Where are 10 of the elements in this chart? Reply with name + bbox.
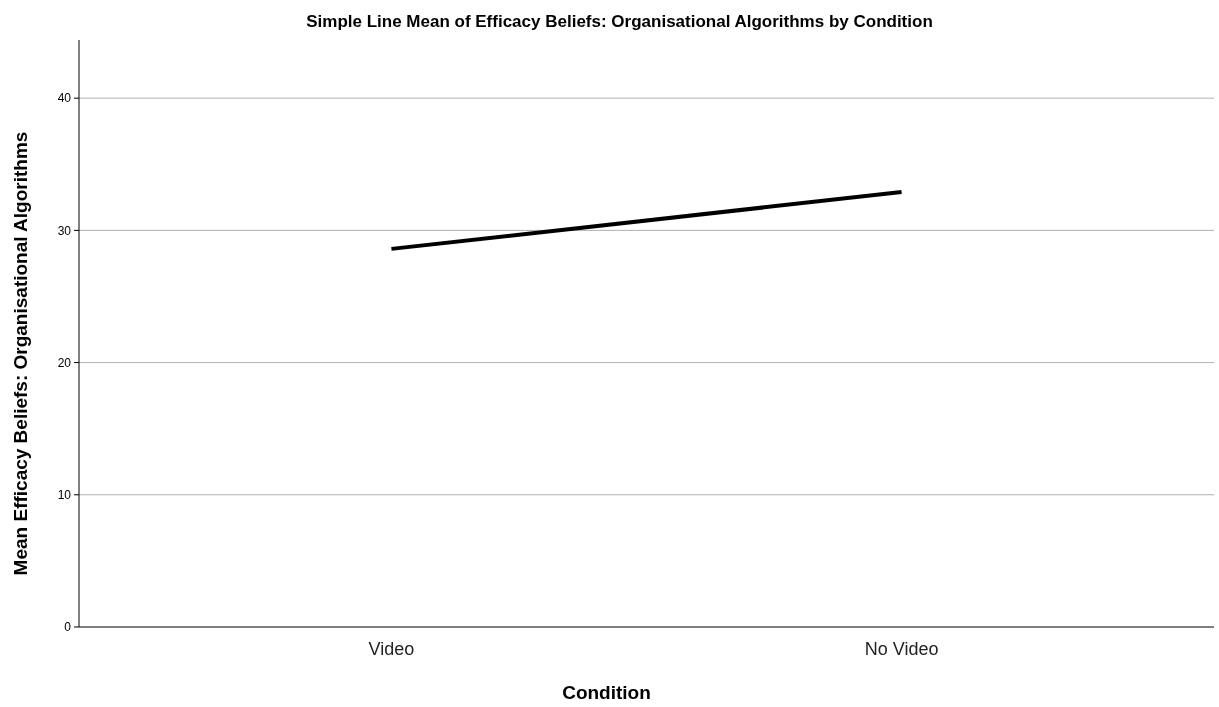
- y-tick-label: 0: [64, 620, 72, 635]
- x-axis-title: Condition: [562, 682, 651, 703]
- y-tick-label: 30: [57, 223, 72, 238]
- y-tick-label: 40: [57, 91, 72, 106]
- y-tick-label: 20: [57, 355, 72, 370]
- x-tick-label: No Video: [864, 639, 939, 659]
- y-tick-label: 10: [57, 487, 72, 502]
- x-tick-label: Video: [368, 639, 415, 659]
- y-axis-title: Mean Efficacy Beliefs: Organisational Algorithms: [10, 131, 31, 576]
- chart-title: Simple Line Mean of Efficacy Beliefs: Organisational Algorithms by Condition: [306, 12, 933, 31]
